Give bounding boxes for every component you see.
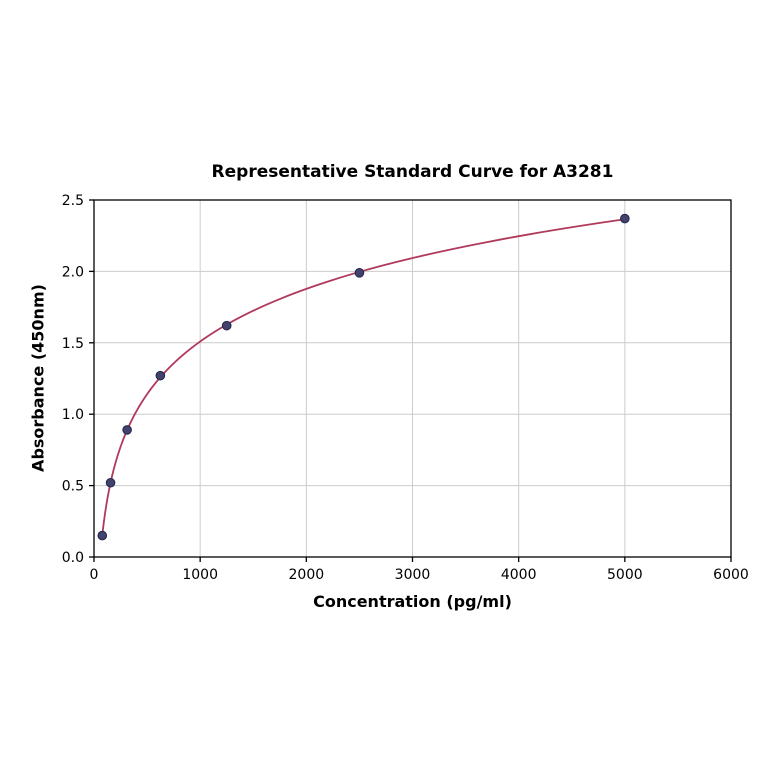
chart-title: Representative Standard Curve for A3281 xyxy=(211,162,614,182)
svg-text:4000: 4000 xyxy=(501,567,537,583)
svg-text:1.5: 1.5 xyxy=(62,336,84,352)
svg-text:0: 0 xyxy=(90,567,99,583)
svg-text:2.0: 2.0 xyxy=(62,264,84,280)
svg-text:5000: 5000 xyxy=(607,567,643,583)
x-axis-label: Concentration (pg/ml) xyxy=(313,592,512,611)
svg-text:1.0: 1.0 xyxy=(62,407,84,423)
svg-text:3000: 3000 xyxy=(395,567,431,583)
svg-text:2.5: 2.5 xyxy=(62,193,84,209)
svg-text:2000: 2000 xyxy=(289,567,325,583)
svg-text:0.5: 0.5 xyxy=(62,479,84,495)
svg-text:1000: 1000 xyxy=(182,567,218,583)
y-axis-label: Absorbance (450nm) xyxy=(28,284,48,472)
svg-text:0.0: 0.0 xyxy=(62,550,84,566)
svg-text:6000: 6000 xyxy=(713,567,749,583)
